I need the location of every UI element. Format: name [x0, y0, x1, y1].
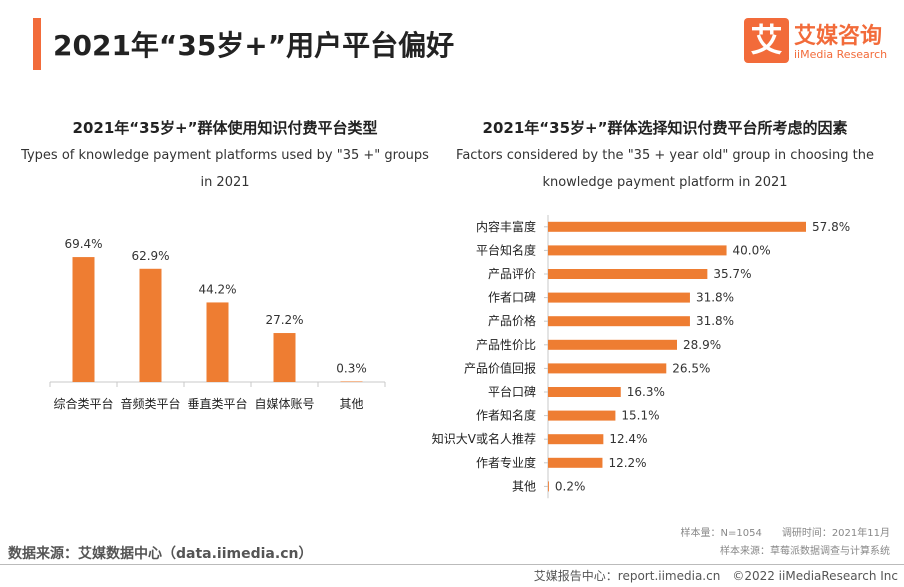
factor-category-label: 平台口碑 [488, 384, 536, 399]
factor-bar-6 [548, 339, 677, 350]
right-chart-title: 2021年“35岁+”群体选择知识付费平台所考虑的因素 [482, 119, 848, 137]
selection-factor-bar-chart: 内容丰富度 57.8% 平台知名度 40.0% 产品评价 35.7% 作者口碑 31.8% 产品… [432, 215, 850, 499]
factor-bar-1 [548, 221, 806, 232]
bar-value-label: 44.2% [198, 282, 236, 296]
factor-category-label: 产品价格 [488, 313, 536, 328]
footer-text: 艾媒报告中心：report.iimedia.cn ©2022 iiMediaRe… [533, 569, 898, 583]
factor-value-label: 28.9% [683, 338, 721, 352]
factor-bar-3 [548, 269, 708, 279]
factor-category-label: 其他 [512, 479, 536, 493]
logo-mark: 艾 [744, 18, 789, 63]
factor-bar-11 [548, 457, 603, 468]
factor-value-label: 12.4% [609, 432, 647, 446]
factor-bar-12 [548, 481, 549, 492]
factor-bar-4 [548, 292, 690, 303]
footer-bar: 艾媒报告中心：report.iimedia.cn ©2022 iiMediaRe… [0, 564, 904, 587]
logo-english-name: iiMedia Research [794, 48, 888, 61]
factor-value-label: 15.1% [621, 409, 659, 423]
title-accent-bar [33, 18, 41, 70]
bar-4 [273, 333, 296, 382]
factor-value-label: 0.2% [555, 479, 586, 493]
factor-category-label: 平台知名度 [476, 242, 536, 257]
sample-source: 样本来源：草莓派数据调查与计算系统 [720, 546, 890, 557]
bar-3 [206, 302, 229, 382]
page-title: 2021年“35岁+”用户平台偏好 [53, 29, 455, 62]
bar-value-label: 62.9% [131, 249, 169, 263]
factor-category-label: 作者专业度 [476, 455, 536, 470]
bar-2 [139, 268, 162, 382]
bar-category-label: 垂直类平台 [187, 396, 247, 411]
factor-value-label: 35.7% [713, 267, 751, 281]
bar-value-label: 27.2% [265, 313, 303, 327]
factor-bar-5 [548, 316, 690, 327]
right-chart-subtitle: Factors considered by the "35 + year old… [456, 148, 874, 190]
bar-category-label: 音频类平台 [120, 396, 180, 411]
factor-value-label: 40.0% [733, 243, 771, 257]
iimedia-logo: 艾 艾媒咨询 iiMedia Research [744, 18, 894, 66]
factor-category-label: 作者口碑 [488, 290, 536, 305]
factor-category-label: 作者知名度 [476, 408, 536, 423]
factor-value-label: 31.8% [696, 291, 734, 305]
factor-category-label: 内容丰富度 [476, 219, 536, 234]
platform-type-bar-chart: 69.4% 综合类平台 62.9% 音频类平台 44.2% 垂直类平台 27.2% 自媒体账号… [49, 237, 386, 411]
left-chart-subtitle: Types of knowledge payment platforms use… [21, 148, 429, 190]
data-source: 数据来源：艾媒数据中心（data.iimedia.cn） [8, 546, 313, 562]
bar-value-label: 69.4% [64, 237, 102, 251]
factor-value-label: 31.8% [696, 314, 734, 328]
bar-1 [72, 257, 95, 382]
factor-value-label: 26.5% [672, 361, 710, 375]
factor-bar-2 [548, 245, 727, 256]
factor-category-label: 产品价值回报 [464, 360, 536, 375]
logo-chinese-name: 艾媒咨询 [794, 24, 883, 49]
factor-value-label: 57.8% [812, 220, 850, 234]
bar-value-label: 0.3% [336, 361, 367, 375]
factor-value-label: 16.3% [627, 385, 665, 399]
factor-category-label: 知识大V或名人推荐 [432, 431, 536, 446]
bar-category-label: 其他 [339, 397, 363, 411]
factor-value-label: 12.2% [608, 456, 646, 470]
factor-bar-7 [548, 363, 667, 374]
left-chart-title: 2021年“35岁+”群体使用知识付费平台类型 [72, 119, 378, 137]
factor-bar-8 [548, 387, 621, 397]
bar-category-label: 综合类平台 [53, 396, 113, 411]
bar-5 [340, 381, 363, 382]
factor-bar-9 [548, 410, 616, 421]
bar-category-label: 自媒体账号 [254, 397, 314, 411]
factor-bar-10 [548, 434, 604, 445]
sample-info: 样本量：N=1054 调研时间：2021年11月 [680, 528, 890, 539]
factor-category-label: 产品性价比 [476, 338, 536, 352]
factor-category-label: 产品评价 [488, 267, 536, 281]
